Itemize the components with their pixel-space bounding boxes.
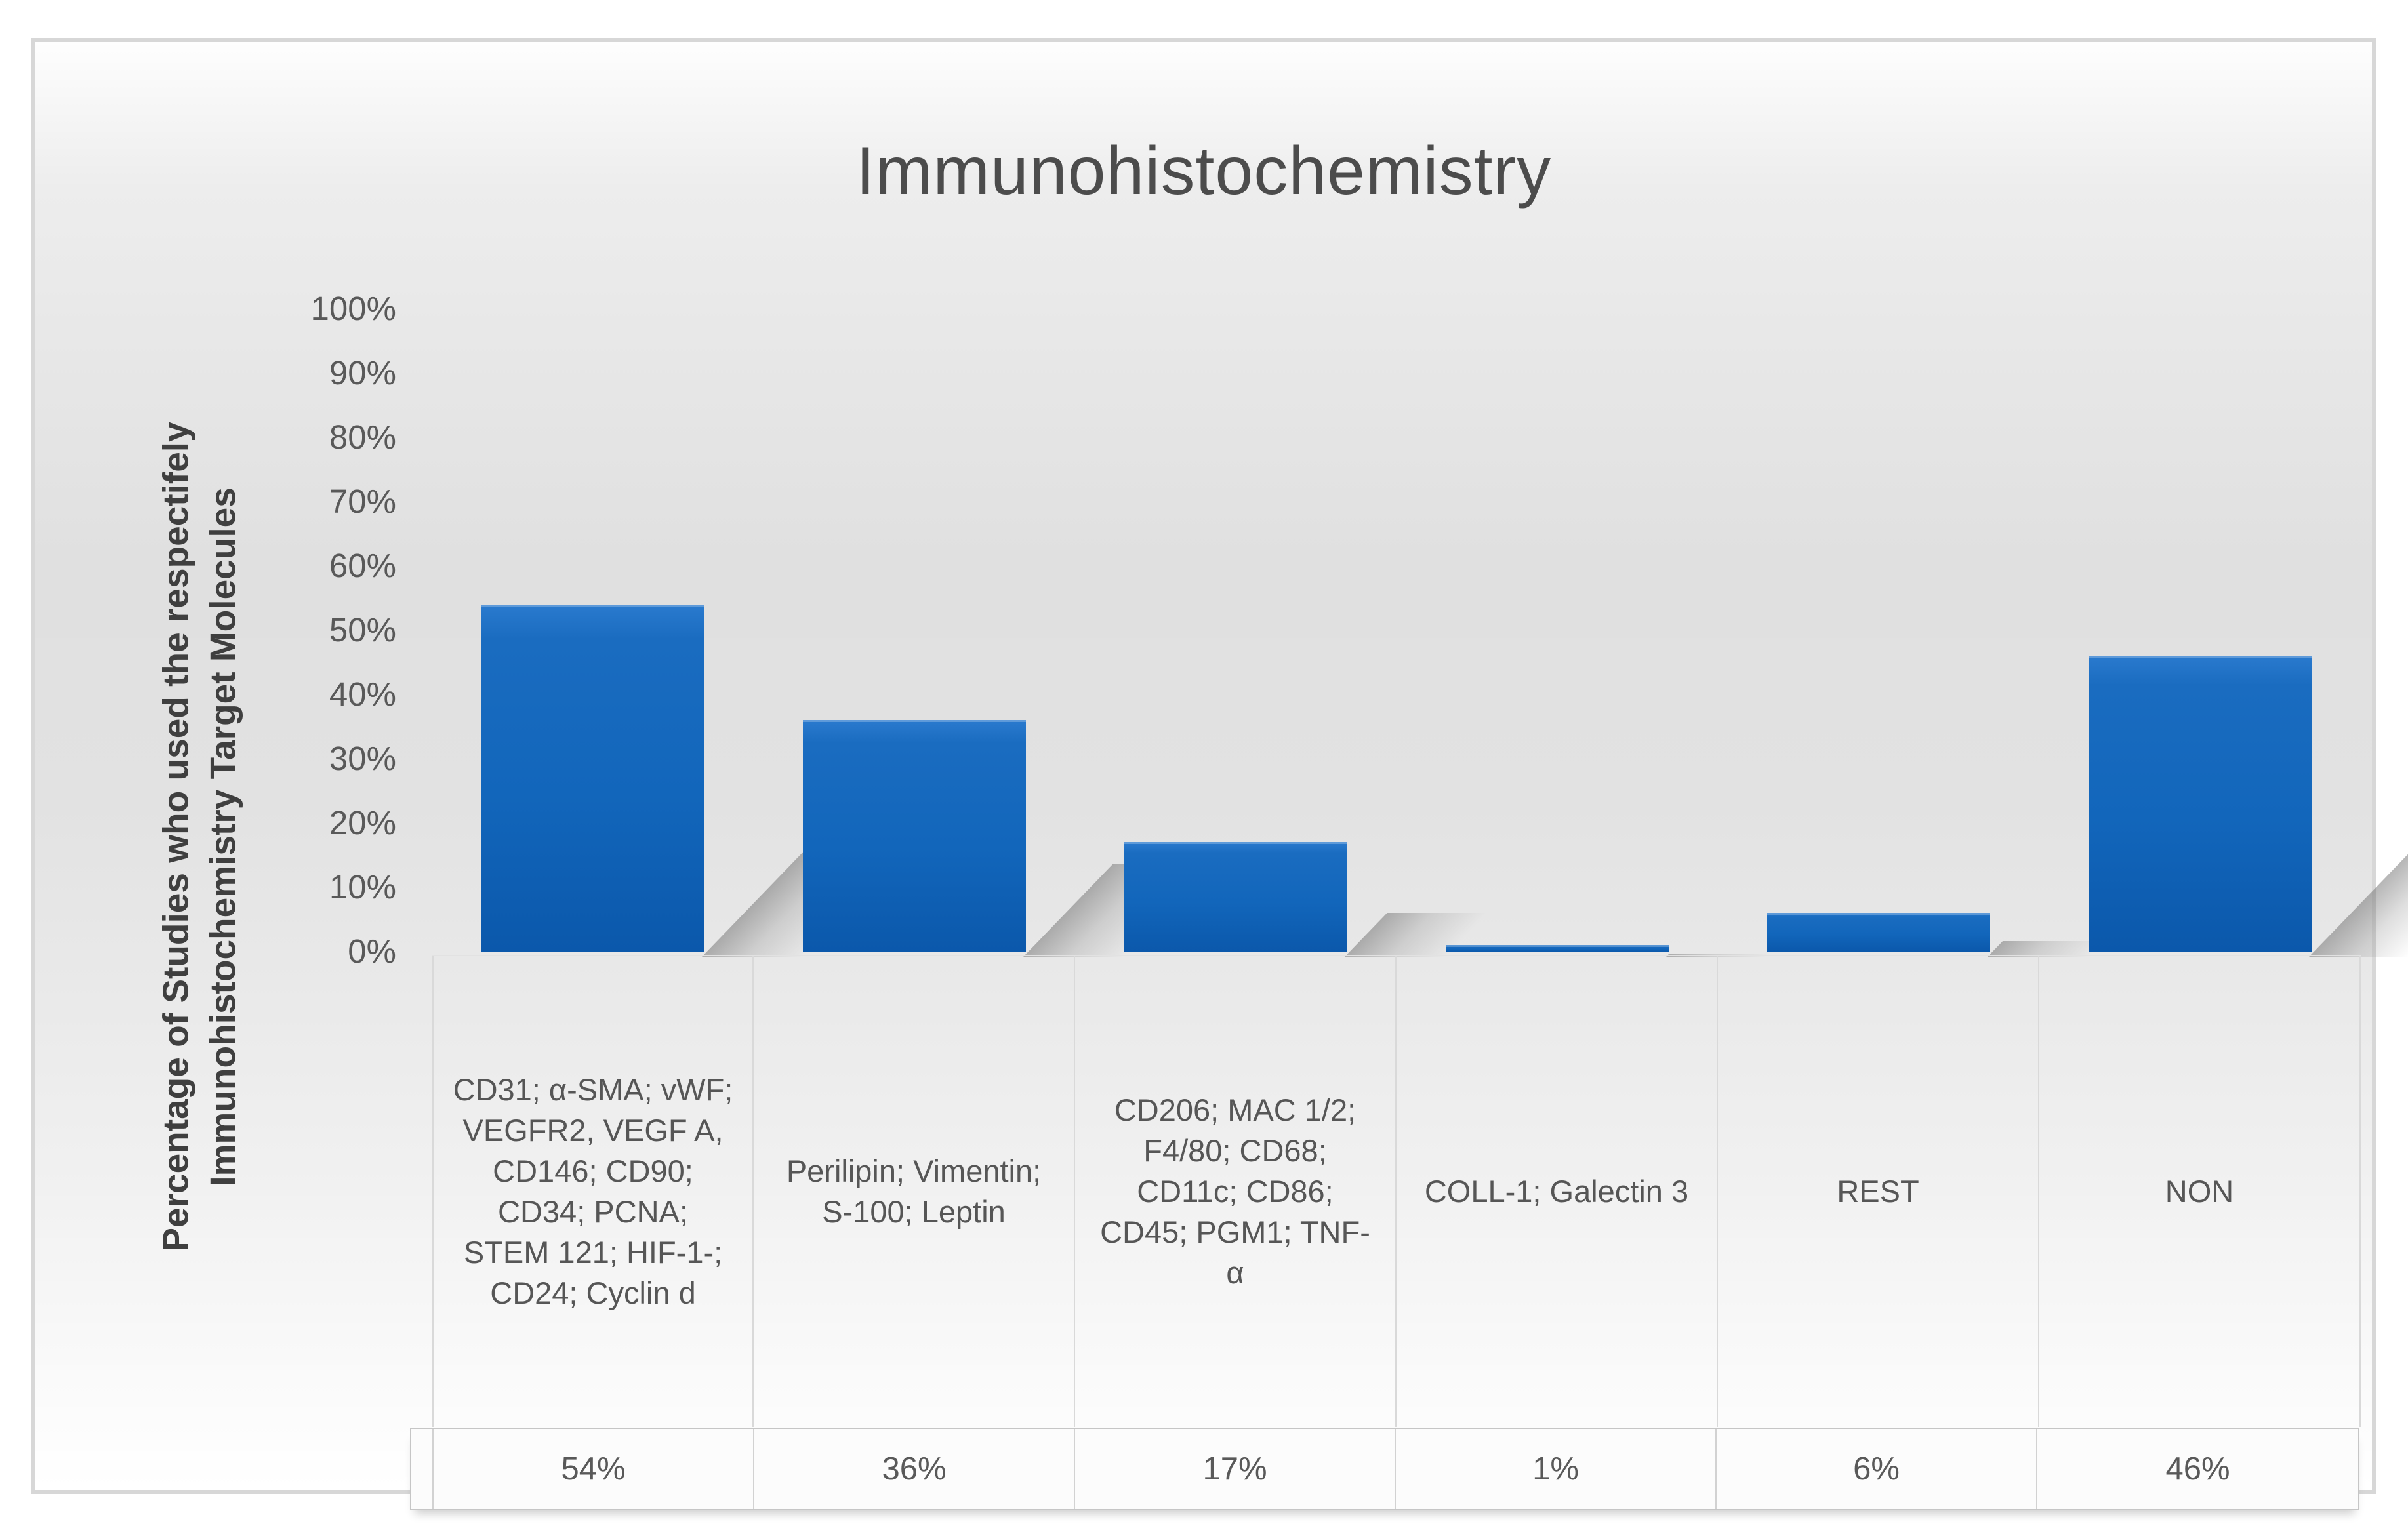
y-tick-label: 30%: [329, 740, 396, 777]
data-table-value-cell: 46%: [2037, 1429, 2358, 1509]
category-label: CD31; α-SMA; vWF; VEGFR2, VEGF A, CD146;…: [453, 1072, 733, 1311]
y-tick-label: 70%: [329, 483, 396, 520]
category-label-cell: CD206; MAC 1/2; F4/80; CD68; CD11c; CD86…: [1075, 956, 1397, 1427]
bar-1: [481, 605, 704, 952]
bar-4: [1446, 945, 1669, 952]
data-table-value-cell: 6%: [1717, 1429, 2037, 1509]
category-label: COLL-1; Galectin 3: [1424, 1173, 1689, 1209]
category-label-cell: CD31; α-SMA; vWF; VEGFR2, VEGF A, CD146;…: [432, 956, 754, 1427]
y-tick-label: 50%: [329, 611, 396, 649]
y-tick-label: 80%: [329, 418, 396, 456]
chart-title: Immunohistochemistry: [855, 133, 1552, 209]
data-table: 54% 36% 17% 1% 6% 46%: [410, 1428, 2359, 1510]
category-label-cell: COLL-1; Galectin 3: [1397, 956, 1718, 1427]
bar-6: [2089, 656, 2312, 952]
category-label: NON: [2165, 1173, 2234, 1209]
category-label: REST: [1837, 1173, 1919, 1209]
bar-perspective-shadow: [2309, 839, 2408, 957]
data-table-value-cell: 1%: [1396, 1429, 1717, 1509]
data-table-value-cell: 54%: [434, 1429, 754, 1509]
category-label: Perilipin; Vimentin; S-100; Leptin: [786, 1153, 1042, 1229]
data-table-value-cell: 17%: [1075, 1429, 1396, 1509]
bar-5: [1767, 913, 1990, 952]
y-tick-label: 20%: [329, 804, 396, 841]
y-tick-label: 90%: [329, 354, 396, 392]
y-tick-label: 40%: [329, 675, 396, 713]
data-table-value-cell: 36%: [754, 1429, 1075, 1509]
category-label-cell: NON: [2039, 956, 2361, 1427]
bar-2: [803, 720, 1026, 952]
bar-3: [1124, 842, 1347, 952]
y-tick-label: 0%: [348, 933, 396, 970]
category-label-cell: REST: [1718, 956, 2039, 1427]
plot-area: [432, 309, 2408, 957]
y-tick-label: 10%: [329, 868, 396, 906]
category-label-row: CD31; α-SMA; vWF; VEGFR2, VEGF A, CD146;…: [432, 955, 2361, 1427]
data-table-legend-key-cell: [411, 1429, 434, 1509]
chart-frame: Immunohistochemistry Percentage of Studi…: [31, 38, 2408, 1510]
y-tick-label: 100%: [310, 290, 396, 327]
category-label-cell: Perilipin; Vimentin; S-100; Leptin: [754, 956, 1075, 1427]
y-tick-label: 60%: [329, 547, 396, 584]
category-label: CD206; MAC 1/2; F4/80; CD68; CD11c; CD86…: [1100, 1092, 1370, 1291]
